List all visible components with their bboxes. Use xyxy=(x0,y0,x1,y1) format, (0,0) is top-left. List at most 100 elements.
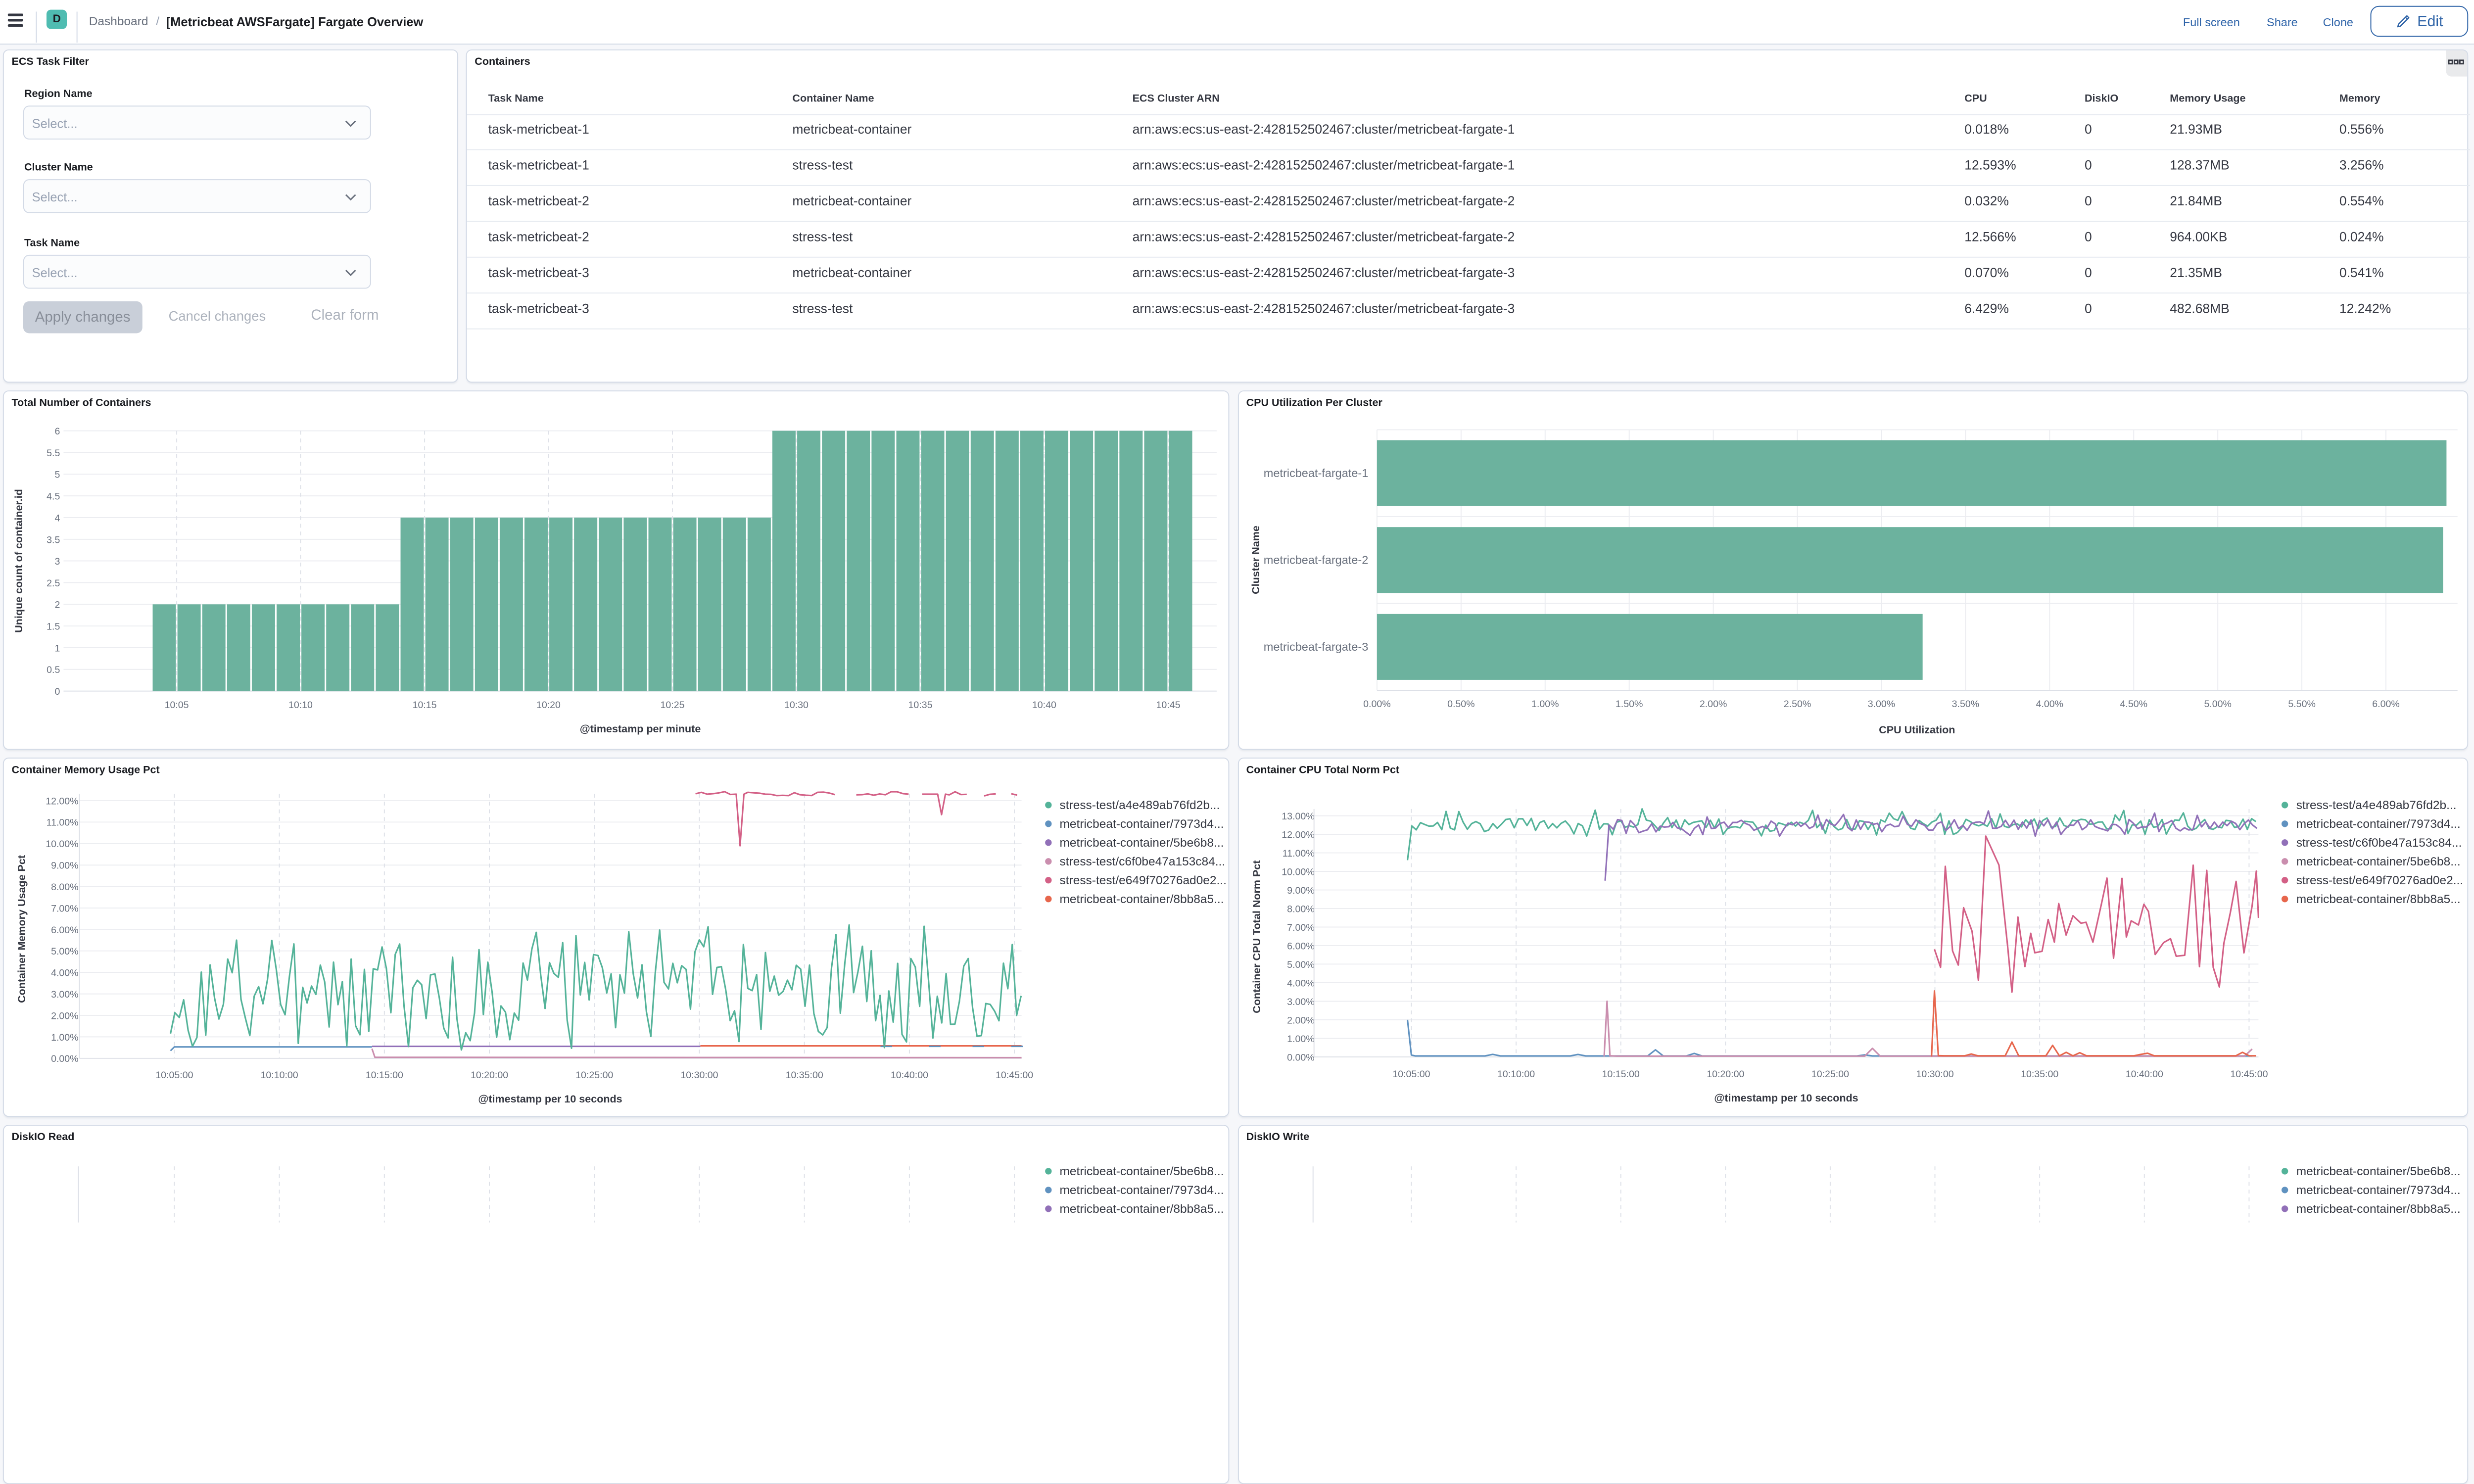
svg-text:7.00%: 7.00% xyxy=(1286,922,1314,933)
svg-text:10:15:00: 10:15:00 xyxy=(366,1070,403,1081)
svg-text:3: 3 xyxy=(54,556,60,567)
svg-text:10:45:00: 10:45:00 xyxy=(996,1070,1033,1081)
svg-text:metricbeat-container/5be6b8...: metricbeat-container/5be6b8... xyxy=(1060,836,1224,850)
svg-text:3.5: 3.5 xyxy=(47,534,60,545)
svg-text:10:35: 10:35 xyxy=(908,700,933,711)
svg-text:@timestamp per 10 seconds: @timestamp per 10 seconds xyxy=(478,1093,622,1105)
svg-text:4.00%: 4.00% xyxy=(1286,978,1314,989)
svg-text:metricbeat-container/5be6b8...: metricbeat-container/5be6b8... xyxy=(2296,1165,2460,1178)
svg-text:10:05: 10:05 xyxy=(165,700,189,711)
svg-text:metricbeat-container/7973d4...: metricbeat-container/7973d4... xyxy=(1060,817,1224,831)
svg-text:0: 0 xyxy=(54,686,60,697)
svg-text:10:20:00: 10:20:00 xyxy=(1706,1069,1744,1080)
svg-text:10:30:00: 10:30:00 xyxy=(680,1070,718,1081)
svg-text:10:25: 10:25 xyxy=(661,700,685,711)
svg-text:1: 1 xyxy=(54,643,60,654)
svg-text:4.00%: 4.00% xyxy=(51,968,78,979)
svg-text:metricbeat-container/8bb8a5...: metricbeat-container/8bb8a5... xyxy=(2296,1202,2460,1216)
svg-text:1.00%: 1.00% xyxy=(1531,699,1558,710)
svg-text:10:35:00: 10:35:00 xyxy=(2020,1069,2058,1080)
svg-text:10:25:00: 10:25:00 xyxy=(575,1070,613,1081)
svg-text:stress-test/a4e489ab76fd2b...: stress-test/a4e489ab76fd2b... xyxy=(2296,799,2456,812)
svg-text:10:10:00: 10:10:00 xyxy=(261,1070,298,1081)
svg-text:11.00%: 11.00% xyxy=(47,817,79,828)
svg-text:10:05:00: 10:05:00 xyxy=(1392,1069,1429,1080)
svg-text:2.00%: 2.00% xyxy=(51,1011,78,1022)
svg-text:10:45: 10:45 xyxy=(1156,700,1181,711)
svg-text:1.00%: 1.00% xyxy=(51,1032,78,1043)
svg-text:13.00%: 13.00% xyxy=(1281,811,1314,822)
svg-text:9.00%: 9.00% xyxy=(51,861,78,871)
svg-text:metricbeat-fargate-1: metricbeat-fargate-1 xyxy=(1263,467,1368,479)
svg-text:0.50%: 0.50% xyxy=(1447,699,1474,710)
svg-text:10.00%: 10.00% xyxy=(1281,866,1314,877)
svg-text:10:15: 10:15 xyxy=(413,700,437,711)
svg-text:5.00%: 5.00% xyxy=(51,946,78,957)
svg-text:metricbeat-container/7973d4...: metricbeat-container/7973d4... xyxy=(2296,1184,2460,1197)
svg-text:7.00%: 7.00% xyxy=(51,903,78,914)
svg-text:10:20:00: 10:20:00 xyxy=(471,1070,508,1081)
svg-text:2.00%: 2.00% xyxy=(1699,699,1726,710)
svg-text:9.00%: 9.00% xyxy=(1286,885,1314,896)
svg-text:6.00%: 6.00% xyxy=(2372,699,2399,710)
svg-text:metricbeat-container/7973d4...: metricbeat-container/7973d4... xyxy=(2296,817,2460,831)
svg-text:2.5: 2.5 xyxy=(47,578,60,589)
svg-text:4.5: 4.5 xyxy=(47,491,60,502)
svg-text:metricbeat-container/5be6b8...: metricbeat-container/5be6b8... xyxy=(2296,855,2460,868)
svg-text:CPU Utilization: CPU Utilization xyxy=(1878,724,1954,736)
svg-text:10:35:00: 10:35:00 xyxy=(786,1070,823,1081)
svg-text:6.00%: 6.00% xyxy=(1286,941,1314,952)
svg-text:11.00%: 11.00% xyxy=(1282,848,1314,859)
svg-text:3.00%: 3.00% xyxy=(1867,699,1895,710)
svg-text:6.00%: 6.00% xyxy=(51,925,78,936)
svg-text:12.00%: 12.00% xyxy=(46,796,78,807)
svg-text:@timestamp per 10 seconds: @timestamp per 10 seconds xyxy=(1713,1092,1857,1104)
svg-text:stress-test/e649f70276ad0e2...: stress-test/e649f70276ad0e2... xyxy=(1060,874,1227,887)
svg-text:metricbeat-container/8bb8a5...: metricbeat-container/8bb8a5... xyxy=(1060,1202,1224,1216)
svg-text:3.50%: 3.50% xyxy=(1951,699,1979,710)
svg-text:10:30: 10:30 xyxy=(784,700,809,711)
svg-text:10:05:00: 10:05:00 xyxy=(155,1070,193,1081)
svg-text:1.00%: 1.00% xyxy=(1286,1034,1314,1045)
svg-text:1.50%: 1.50% xyxy=(1615,699,1642,710)
svg-text:2: 2 xyxy=(54,600,60,611)
svg-text:4: 4 xyxy=(54,513,60,524)
svg-text:10:40:00: 10:40:00 xyxy=(891,1070,928,1081)
svg-text:10:40: 10:40 xyxy=(1032,700,1056,711)
svg-text:Container Memory Usage Pct: Container Memory Usage Pct xyxy=(16,855,28,1003)
svg-text:10:20: 10:20 xyxy=(536,700,561,711)
svg-text:Unique count of container.id: Unique count of container.id xyxy=(13,489,25,632)
svg-text:10.00%: 10.00% xyxy=(46,839,78,850)
svg-text:0.00%: 0.00% xyxy=(1363,699,1390,710)
svg-text:stress-test/c6f0be47a153c84...: stress-test/c6f0be47a153c84... xyxy=(1060,855,1226,868)
svg-text:stress-test/e649f70276ad0e2...: stress-test/e649f70276ad0e2... xyxy=(2296,874,2463,887)
svg-text:0.00%: 0.00% xyxy=(51,1053,78,1064)
svg-text:8.00%: 8.00% xyxy=(51,882,78,893)
svg-text:5: 5 xyxy=(54,470,60,480)
svg-text:metricbeat-container/5be6b8...: metricbeat-container/5be6b8... xyxy=(1060,1165,1224,1178)
svg-text:0.00%: 0.00% xyxy=(1286,1052,1314,1063)
svg-text:Cluster Name: Cluster Name xyxy=(1249,526,1261,594)
svg-text:3.00%: 3.00% xyxy=(51,989,78,1000)
svg-text:6: 6 xyxy=(54,426,60,437)
svg-text:metricbeat-container/8bb8a5...: metricbeat-container/8bb8a5... xyxy=(1060,893,1224,906)
svg-text:metricbeat-fargate-3: metricbeat-fargate-3 xyxy=(1263,640,1368,653)
svg-text:metricbeat-container/8bb8a5...: metricbeat-container/8bb8a5... xyxy=(2296,893,2460,906)
svg-text:8.00%: 8.00% xyxy=(1286,904,1314,914)
svg-text:12.00%: 12.00% xyxy=(1281,829,1314,840)
svg-text:metricbeat-container/7973d4...: metricbeat-container/7973d4... xyxy=(1060,1184,1224,1197)
svg-text:@timestamp per minute: @timestamp per minute xyxy=(580,723,701,735)
svg-text:5.00%: 5.00% xyxy=(1286,959,1314,970)
svg-text:0.5: 0.5 xyxy=(47,665,60,675)
svg-text:2.00%: 2.00% xyxy=(1286,1015,1314,1026)
svg-text:10:10:00: 10:10:00 xyxy=(1497,1069,1534,1080)
svg-text:4.50%: 4.50% xyxy=(2120,699,2147,710)
svg-text:2.50%: 2.50% xyxy=(1783,699,1810,710)
svg-text:stress-test/c6f0be47a153c84...: stress-test/c6f0be47a153c84... xyxy=(2296,836,2462,850)
svg-text:10:40:00: 10:40:00 xyxy=(2125,1069,2163,1080)
svg-text:Container CPU Total Norm Pct: Container CPU Total Norm Pct xyxy=(1250,860,1262,1013)
svg-text:stress-test/a4e489ab76fd2b...: stress-test/a4e489ab76fd2b... xyxy=(1060,799,1220,812)
svg-text:5.00%: 5.00% xyxy=(2203,699,2231,710)
svg-text:10:45:00: 10:45:00 xyxy=(2230,1069,2267,1080)
svg-text:10:25:00: 10:25:00 xyxy=(1811,1069,1849,1080)
